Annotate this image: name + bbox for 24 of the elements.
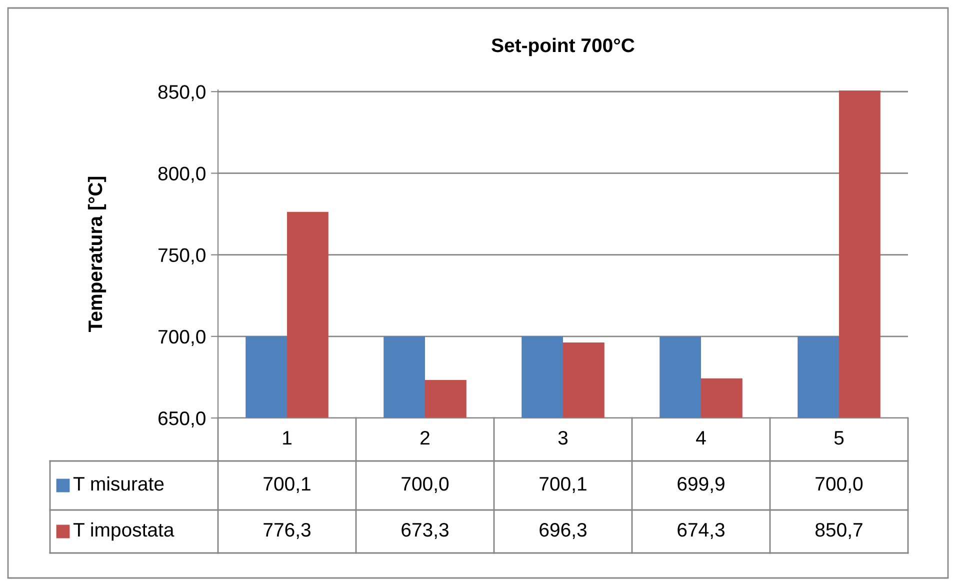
data-label: 674,3 <box>678 522 724 540</box>
chart-title: Set-point 700°C <box>492 38 634 56</box>
legend-label: T impostata <box>73 522 174 541</box>
x-tick-label: 3 <box>558 430 568 445</box>
x-tick-label: 4 <box>696 431 706 445</box>
data-label: 700,1 <box>540 476 586 494</box>
y-tick-label: 700,0 <box>158 330 206 346</box>
data-label: 776,3 <box>264 522 310 540</box>
y-tick-label: 800,0 <box>158 166 206 183</box>
y-tick-label: 650,0 <box>158 411 206 428</box>
data-label: 696,3 <box>540 522 586 540</box>
y-axis-title: Temperatura [°C] <box>88 176 106 332</box>
x-tick-label: 2 <box>420 430 430 445</box>
data-label: 699,9 <box>678 476 724 494</box>
x-tick-label: 5 <box>834 431 844 445</box>
y-tick-label: 850,0 <box>158 85 206 102</box>
data-label: 700,0 <box>816 476 863 494</box>
data-label: 850,7 <box>816 522 862 540</box>
y-tick-label: 750,0 <box>158 248 206 264</box>
x-tick-label: 1 <box>283 431 292 445</box>
data-label: 673,3 <box>402 522 448 540</box>
legend-label: T misurate <box>73 476 164 491</box>
data-label: 700,1 <box>264 476 310 494</box>
data-label: 700,0 <box>402 476 449 494</box>
